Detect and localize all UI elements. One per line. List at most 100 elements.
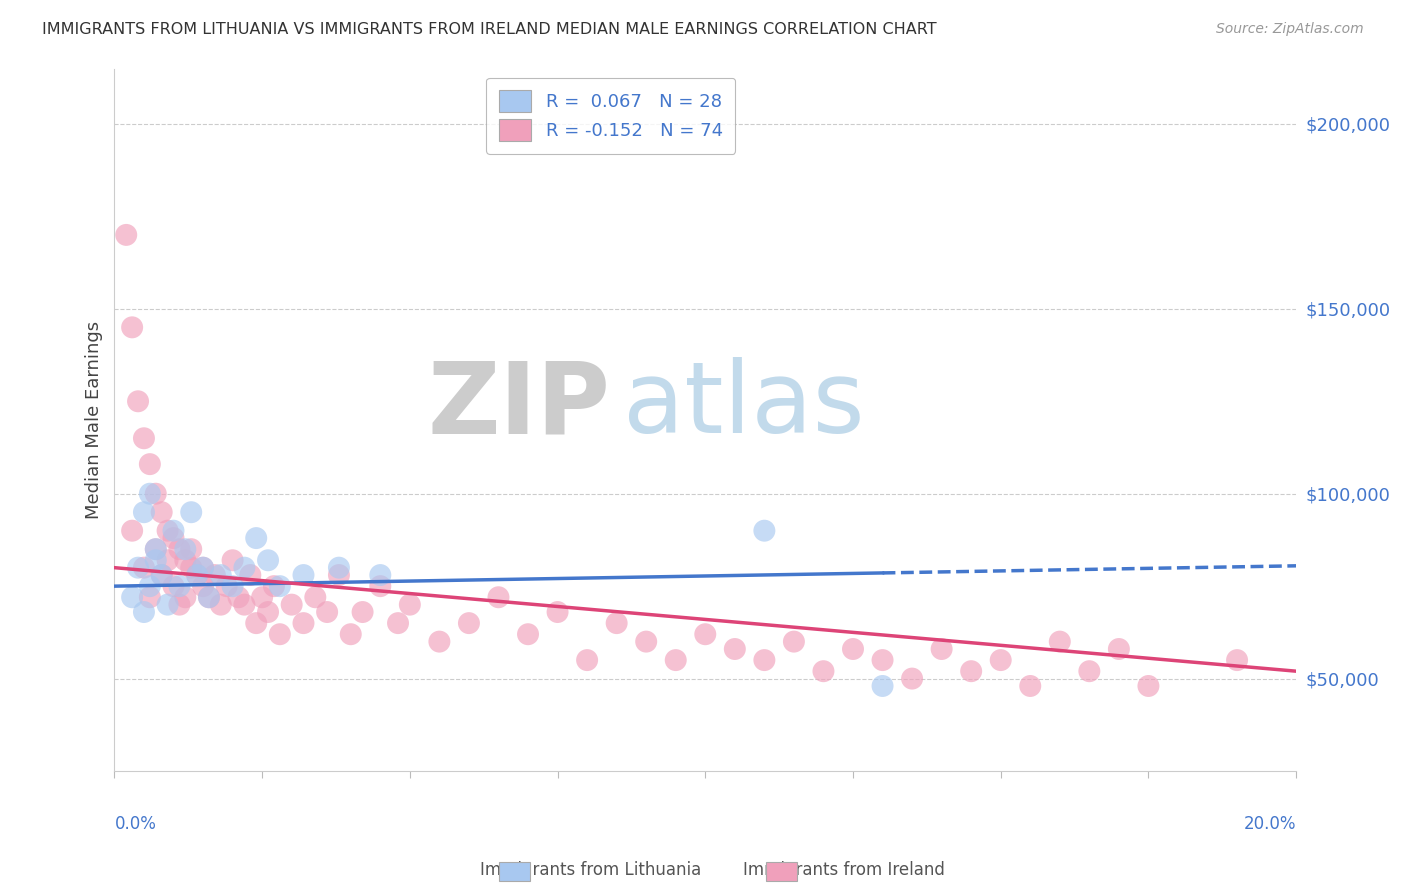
Point	[169, 579, 191, 593]
Point	[429, 634, 451, 648]
Text: 0.0%: 0.0%	[114, 815, 156, 833]
Point	[139, 486, 162, 500]
Point	[174, 553, 197, 567]
Point	[1226, 653, 1249, 667]
Point	[724, 642, 747, 657]
Point	[636, 634, 658, 648]
Point	[368, 568, 391, 582]
Point	[132, 505, 155, 519]
Text: 20.0%: 20.0%	[1244, 815, 1296, 833]
Point	[174, 542, 197, 557]
Point	[139, 457, 162, 471]
Point	[368, 579, 391, 593]
Point	[1108, 642, 1130, 657]
Point	[150, 505, 173, 519]
Point	[328, 560, 350, 574]
Point	[517, 627, 540, 641]
Point	[191, 560, 214, 574]
Text: ZIP: ZIP	[427, 357, 610, 454]
Point	[1049, 634, 1071, 648]
Point	[145, 553, 167, 567]
Point	[352, 605, 374, 619]
Point	[233, 560, 256, 574]
Point	[754, 524, 776, 538]
Point	[1019, 679, 1042, 693]
Point	[304, 591, 326, 605]
Point	[842, 642, 865, 657]
Point	[121, 524, 143, 538]
Text: Immigrants from Ireland: Immigrants from Ireland	[742, 861, 945, 879]
Point	[239, 568, 262, 582]
Point	[139, 591, 162, 605]
Point	[328, 568, 350, 582]
Text: Immigrants from Lithuania: Immigrants from Lithuania	[479, 861, 702, 879]
Point	[198, 591, 221, 605]
Point	[221, 579, 243, 593]
Text: IMMIGRANTS FROM LITHUANIA VS IMMIGRANTS FROM IRELAND MEDIAN MALE EARNINGS CORREL: IMMIGRANTS FROM LITHUANIA VS IMMIGRANTS …	[42, 22, 936, 37]
Point	[269, 579, 291, 593]
Point	[180, 542, 202, 557]
Point	[145, 486, 167, 500]
Point	[174, 591, 197, 605]
Point	[931, 642, 953, 657]
Point	[156, 524, 179, 538]
Point	[132, 605, 155, 619]
Point	[754, 653, 776, 667]
Point	[245, 616, 267, 631]
Point	[209, 598, 232, 612]
Point	[221, 553, 243, 567]
Point	[145, 542, 167, 557]
Point	[139, 579, 162, 593]
Point	[547, 605, 569, 619]
Point	[121, 320, 143, 334]
Point	[576, 653, 599, 667]
Point	[387, 616, 409, 631]
Point	[339, 627, 361, 641]
Point	[901, 672, 924, 686]
Point	[783, 634, 806, 648]
Point	[813, 664, 835, 678]
Point	[162, 579, 184, 593]
Point	[250, 591, 273, 605]
Point	[180, 560, 202, 574]
Point	[150, 568, 173, 582]
Point	[280, 598, 302, 612]
Point	[695, 627, 717, 641]
Point	[257, 553, 280, 567]
Point	[156, 598, 179, 612]
Point	[150, 568, 173, 582]
Point	[169, 598, 191, 612]
Point	[127, 394, 149, 409]
Point	[132, 560, 155, 574]
Point	[186, 568, 208, 582]
Point	[960, 664, 983, 678]
Text: atlas: atlas	[623, 357, 865, 454]
Point	[180, 505, 202, 519]
Point	[198, 591, 221, 605]
Point	[186, 568, 208, 582]
Point	[257, 605, 280, 619]
Point	[458, 616, 481, 631]
Point	[132, 431, 155, 445]
Point	[488, 591, 510, 605]
Point	[233, 598, 256, 612]
Point	[606, 616, 628, 631]
Point	[191, 560, 214, 574]
Point	[1078, 664, 1101, 678]
Point	[245, 531, 267, 545]
Point	[269, 627, 291, 641]
Point	[872, 653, 894, 667]
Point	[145, 542, 167, 557]
Point	[263, 579, 285, 593]
Legend: R =  0.067   N = 28, R = -0.152   N = 74: R = 0.067 N = 28, R = -0.152 N = 74	[486, 78, 735, 154]
Point	[1137, 679, 1160, 693]
Point	[121, 591, 143, 605]
Point	[316, 605, 339, 619]
Point	[115, 227, 138, 242]
Point	[169, 542, 191, 557]
Point	[209, 568, 232, 582]
Point	[398, 598, 420, 612]
Point	[156, 553, 179, 567]
Point	[292, 568, 315, 582]
Point	[292, 616, 315, 631]
